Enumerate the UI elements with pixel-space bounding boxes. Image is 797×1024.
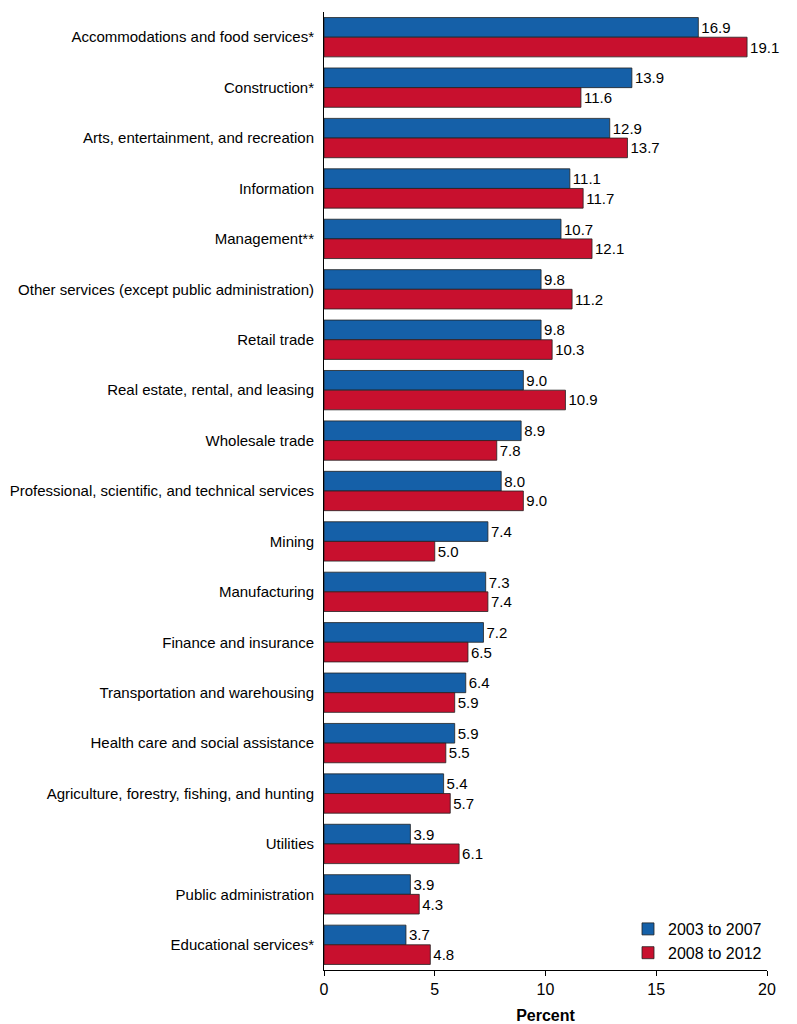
svg-text:Mining: Mining xyxy=(270,533,314,550)
svg-text:13.9: 13.9 xyxy=(635,69,664,86)
svg-text:7.4: 7.4 xyxy=(491,593,512,610)
svg-text:19.1: 19.1 xyxy=(750,39,779,56)
svg-text:Retail trade: Retail trade xyxy=(237,331,314,348)
svg-text:8.0: 8.0 xyxy=(504,473,525,490)
svg-text:4.8: 4.8 xyxy=(433,946,454,963)
svg-text:Arts, entertainment, and recre: Arts, entertainment, and recreation xyxy=(83,129,314,146)
svg-text:6.5: 6.5 xyxy=(471,644,492,661)
svg-text:11.6: 11.6 xyxy=(584,89,612,106)
svg-text:Transportation and warehousing: Transportation and warehousing xyxy=(99,684,314,701)
svg-text:6.1: 6.1 xyxy=(462,845,483,862)
svg-text:Real estate, rental, and leasi: Real estate, rental, and leasing xyxy=(107,381,314,398)
svg-text:5.9: 5.9 xyxy=(458,694,479,711)
svg-text:Public administration: Public administration xyxy=(176,886,314,903)
svg-text:0: 0 xyxy=(320,981,329,998)
svg-text:3.7: 3.7 xyxy=(409,926,430,943)
svg-text:Manufacturing: Manufacturing xyxy=(219,583,314,600)
svg-text:Construction*: Construction* xyxy=(224,79,314,96)
svg-text:11.1: 11.1 xyxy=(573,170,601,187)
svg-text:5.9: 5.9 xyxy=(458,725,479,742)
svg-text:Other services (except public: Other services (except public administra… xyxy=(18,281,314,298)
svg-text:Utilities: Utilities xyxy=(266,835,314,852)
svg-text:Information: Information xyxy=(239,180,314,197)
svg-text:16.9: 16.9 xyxy=(701,19,730,36)
svg-text:5.7: 5.7 xyxy=(453,795,474,812)
svg-text:5: 5 xyxy=(430,981,439,998)
svg-text:5.5: 5.5 xyxy=(449,744,470,761)
svg-text:12.9: 12.9 xyxy=(613,120,642,137)
svg-text:2008 to 2012: 2008 to 2012 xyxy=(668,945,762,962)
svg-text:7.8: 7.8 xyxy=(500,442,521,459)
svg-text:5.4: 5.4 xyxy=(447,775,468,792)
svg-text:3.9: 3.9 xyxy=(413,876,434,893)
svg-text:9.0: 9.0 xyxy=(526,492,547,509)
svg-text:15: 15 xyxy=(647,981,665,998)
svg-text:7.2: 7.2 xyxy=(486,624,507,641)
svg-text:11.7: 11.7 xyxy=(586,190,614,207)
svg-text:5.0: 5.0 xyxy=(438,543,459,560)
svg-text:12.1: 12.1 xyxy=(595,240,624,257)
svg-text:7.3: 7.3 xyxy=(489,574,510,591)
svg-text:Health care and social assista: Health care and social assistance xyxy=(91,734,314,751)
svg-text:2003 to 2007: 2003 to 2007 xyxy=(668,921,762,938)
svg-text:13.7: 13.7 xyxy=(630,139,659,156)
svg-text:4.3: 4.3 xyxy=(422,896,443,913)
svg-text:10: 10 xyxy=(537,981,555,998)
svg-text:7.4: 7.4 xyxy=(491,523,512,540)
svg-text:10.7: 10.7 xyxy=(564,221,593,238)
svg-text:9.8: 9.8 xyxy=(544,271,565,288)
svg-text:Agriculture, forestry, fishing: Agriculture, forestry, fishing, and hunt… xyxy=(47,785,314,802)
svg-text:9.8: 9.8 xyxy=(544,321,565,338)
svg-text:Educational services*: Educational services* xyxy=(171,936,315,953)
svg-text:Wholesale trade: Wholesale trade xyxy=(206,432,314,449)
svg-text:3.9: 3.9 xyxy=(413,826,434,843)
svg-text:10.9: 10.9 xyxy=(568,391,597,408)
svg-text:Finance and insurance: Finance and insurance xyxy=(162,634,314,651)
svg-text:11.2: 11.2 xyxy=(575,291,603,308)
svg-text:10.3: 10.3 xyxy=(555,341,584,358)
svg-text:8.9: 8.9 xyxy=(524,422,545,439)
svg-text:Percent: Percent xyxy=(516,1007,575,1024)
svg-text:Professional, scientific, and: Professional, scientific, and technical … xyxy=(10,482,314,499)
svg-text:6.4: 6.4 xyxy=(469,674,490,691)
svg-text:Management**: Management** xyxy=(215,230,314,247)
svg-text:Accommodations and food servic: Accommodations and food services* xyxy=(71,28,314,45)
svg-text:20: 20 xyxy=(758,981,776,998)
svg-text:9.0: 9.0 xyxy=(526,372,547,389)
